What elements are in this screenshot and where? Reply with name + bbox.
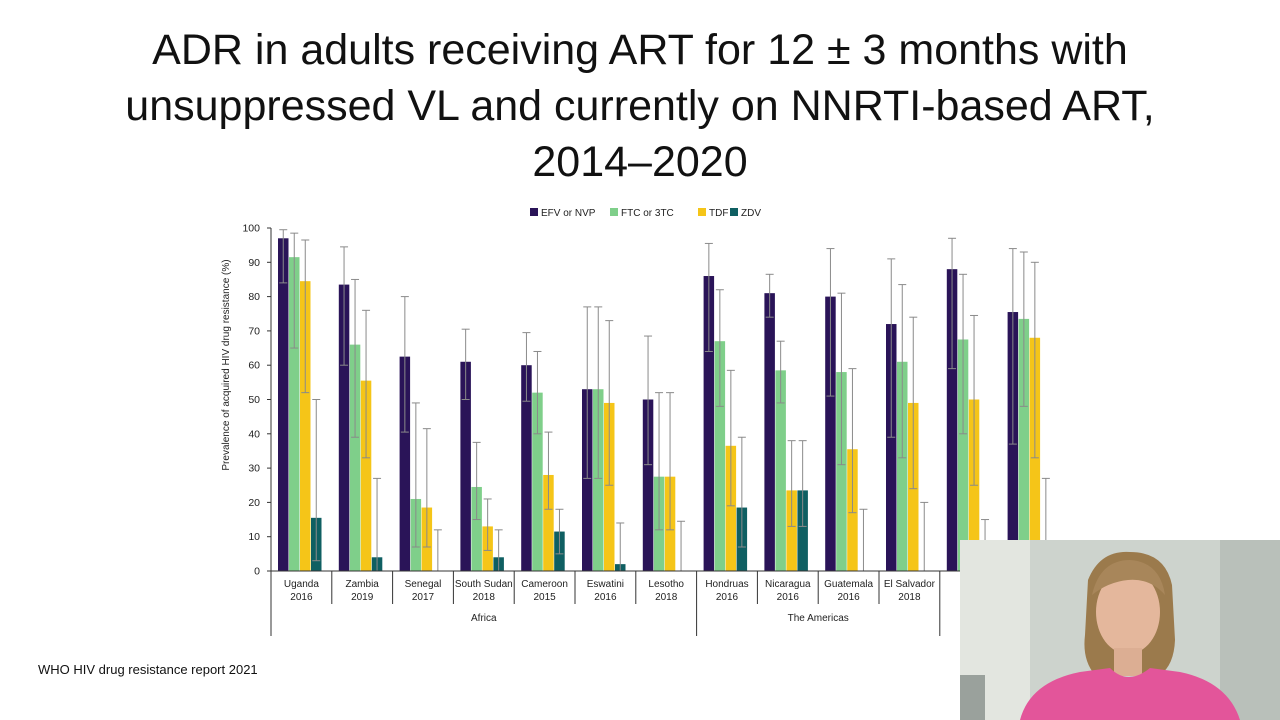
y-tick-label: 10 — [248, 531, 260, 543]
bar — [289, 257, 300, 571]
bar — [360, 380, 372, 571]
presenter-video-frame — [960, 540, 1280, 720]
y-tick-label: 70 — [248, 325, 260, 337]
category-year: 2018 — [898, 592, 921, 603]
category-label: South Sudan — [455, 579, 513, 590]
category-group — [946, 237, 990, 571]
y-axis: 0 10 20 30 40 50 60 70 80 90 100 — [242, 223, 272, 578]
category-year: 2016 — [290, 592, 313, 603]
bar — [836, 372, 847, 571]
y-tick-label: 90 — [248, 257, 260, 269]
category-group — [703, 242, 748, 571]
bar — [957, 339, 969, 571]
bar — [543, 474, 554, 571]
category-label: Cameroon — [521, 579, 568, 590]
bar — [897, 361, 908, 571]
bar — [604, 402, 615, 571]
bar — [1018, 318, 1030, 571]
y-tick-label: 100 — [242, 223, 260, 235]
category-group — [521, 332, 565, 571]
y-tick-label: 0 — [254, 566, 260, 578]
group-label: Africa — [471, 613, 497, 624]
bar — [797, 490, 808, 571]
y-tick-label: 40 — [248, 428, 260, 440]
legend-swatch — [610, 208, 618, 216]
bar — [703, 276, 715, 571]
category-group — [642, 335, 686, 571]
category-group — [1007, 248, 1050, 571]
category-group — [582, 306, 626, 571]
bar — [471, 486, 482, 571]
group-label: The Americas — [788, 613, 849, 624]
category-group — [825, 248, 868, 571]
slide-title: ADR in adults receiving ART for 12 ± 3 m… — [125, 26, 1155, 186]
category-year: 2018 — [655, 592, 678, 603]
category-group — [460, 328, 504, 571]
category-label: El Salvador — [884, 579, 936, 590]
category-label: Guatemala — [824, 579, 873, 590]
x-axis: Uganda 2016 Zambia 2019 Senegal 2017 South Sud… — [270, 570, 1062, 636]
legend-label: EFV or NVP — [541, 208, 596, 219]
category-year: 2016 — [837, 592, 860, 603]
category-group — [886, 258, 929, 571]
bar — [593, 389, 604, 571]
bar — [886, 324, 897, 571]
bar — [460, 361, 471, 571]
chart-legend: EFV or NVP FTC or 3TC TDF ZDV — [530, 208, 761, 219]
bar — [300, 281, 311, 571]
legend-item: FTC or 3TC — [610, 208, 674, 219]
y-tick-label: 50 — [248, 394, 260, 406]
category-label: Zambia — [346, 579, 380, 590]
category-group — [764, 273, 808, 571]
bar — [399, 356, 411, 571]
legend-swatch — [698, 208, 706, 216]
bar — [278, 238, 289, 572]
category-year: 2017 — [412, 592, 435, 603]
category-group — [399, 296, 442, 571]
bar — [825, 296, 836, 571]
bar — [764, 293, 775, 571]
y-axis-label: Prevalence of acquired HIV drug resistan… — [221, 259, 232, 470]
legend-label: ZDV — [741, 208, 761, 219]
legend-swatch — [730, 208, 738, 216]
presenter-video-icon — [960, 540, 1280, 720]
category-label: Senegal — [405, 579, 442, 590]
bar — [642, 399, 654, 571]
legend-item: TDF — [698, 208, 728, 219]
bar — [786, 490, 797, 571]
category-label: Uganda — [284, 579, 319, 590]
y-tick-label: 80 — [248, 291, 260, 303]
bars — [278, 229, 1050, 572]
bar — [725, 445, 737, 571]
category-group — [278, 229, 322, 572]
legend-item: ZDV — [730, 208, 761, 219]
bar — [775, 370, 786, 571]
legend-item: EFV or NVP — [530, 208, 596, 219]
category-year: 2016 — [777, 592, 800, 603]
y-tick-label: 20 — [248, 497, 260, 509]
category-year: 2015 — [533, 592, 556, 603]
legend-label: TDF — [709, 208, 728, 219]
y-tick-label: 30 — [248, 463, 260, 475]
category-group — [338, 246, 383, 571]
legend-swatch — [530, 208, 538, 216]
category-label: Eswatini — [587, 579, 624, 590]
category-year: 2018 — [473, 592, 496, 603]
bar — [946, 269, 958, 571]
bar — [349, 344, 361, 571]
legend-label: FTC or 3TC — [621, 208, 674, 219]
source-footnote: WHO HIV drug resistance report 2021 — [38, 662, 258, 677]
category-label: Nicaragua — [765, 579, 811, 590]
category-label: Hondruas — [705, 579, 748, 590]
category-year: 2016 — [594, 592, 617, 603]
bar — [582, 389, 593, 571]
category-year: 2019 — [351, 592, 374, 603]
bar — [714, 341, 726, 571]
category-year: 2016 — [716, 592, 739, 603]
y-tick-label: 60 — [248, 360, 260, 372]
category-label: Lesotho — [648, 579, 684, 590]
bar — [338, 284, 350, 571]
bar — [521, 365, 532, 571]
bar — [532, 392, 543, 571]
